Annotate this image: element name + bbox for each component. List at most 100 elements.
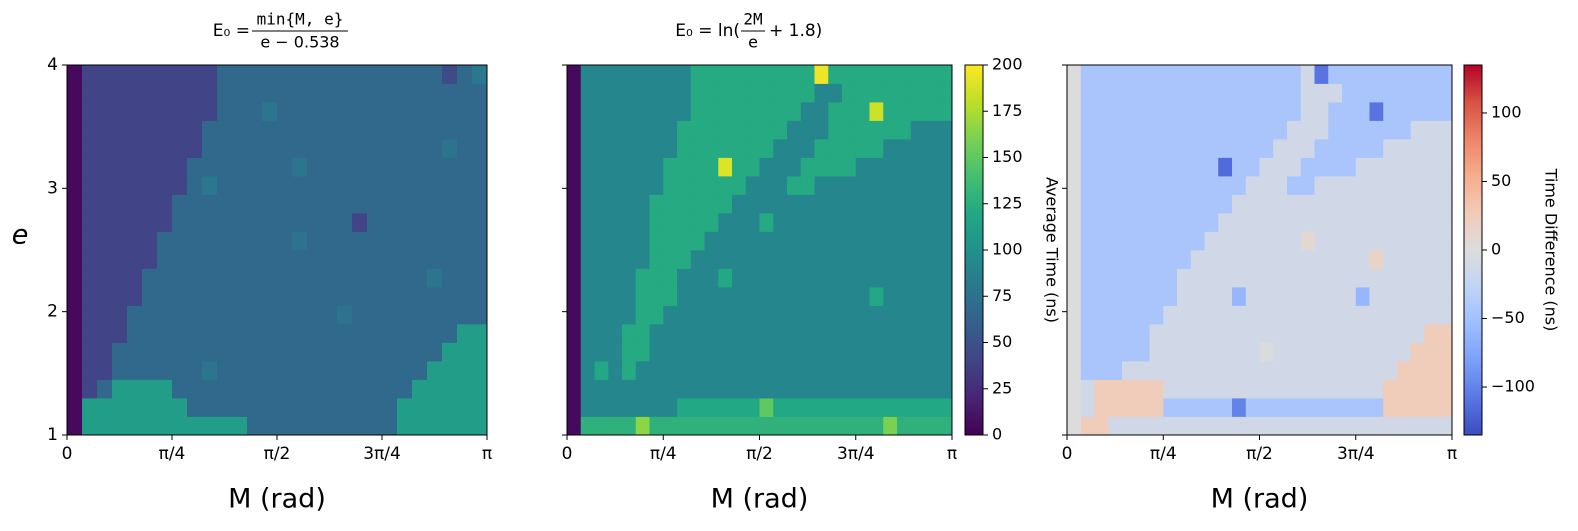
heatmap-cell <box>608 83 623 103</box>
heatmap-cell <box>472 83 488 103</box>
heatmap-cell <box>938 194 953 214</box>
heatmap-cell <box>924 379 939 399</box>
heatmap-cell <box>855 176 870 195</box>
heatmap-cell <box>337 139 353 158</box>
heatmap-cell <box>1369 416 1384 436</box>
heatmap-cell <box>412 379 428 399</box>
heatmap-cell <box>1342 139 1357 158</box>
heatmap-cell <box>187 231 203 251</box>
heatmap-cell <box>1135 342 1150 362</box>
heatmap-cell <box>172 305 188 325</box>
heatmap-cell <box>1080 176 1095 195</box>
heatmap-cell <box>704 120 719 140</box>
heatmap-cell <box>1122 139 1137 158</box>
heatmap-cell <box>718 287 733 306</box>
heatmap-cell <box>828 250 843 269</box>
heatmap-cell <box>1177 194 1192 214</box>
heatmap-cell <box>472 120 488 140</box>
heatmap-cell <box>1245 287 1260 306</box>
heatmap-cell <box>1204 213 1219 232</box>
heatmap-cell <box>382 83 398 103</box>
heatmap-cell <box>142 213 158 232</box>
heatmap-cell <box>367 342 383 362</box>
heatmap-cell <box>217 398 233 417</box>
heatmap-cell <box>127 250 143 269</box>
heatmap-cell <box>897 287 912 306</box>
heatmap-cell <box>718 398 733 417</box>
heatmap-cell <box>1355 361 1370 380</box>
heatmap-cell <box>1287 250 1302 269</box>
heatmap-cell <box>704 139 719 158</box>
heatmap-cell <box>202 83 218 103</box>
heatmap-cell <box>1438 250 1453 269</box>
heatmap-cell <box>745 250 760 269</box>
heatmap-cell <box>869 213 884 232</box>
heatmap-cell <box>883 416 898 436</box>
heatmap-cell <box>580 102 595 121</box>
heatmap-cell <box>202 268 218 288</box>
heatmap-cell <box>1369 398 1384 417</box>
heatmap-cell <box>1300 416 1315 436</box>
heatmap-cell <box>745 102 760 121</box>
heatmap-cell <box>718 102 733 121</box>
heatmap-cell <box>1232 305 1247 325</box>
heatmap-cell <box>1300 287 1315 306</box>
heatmap-cell <box>1397 250 1412 269</box>
heatmap-cell <box>1245 120 1260 140</box>
heatmap-cell <box>1369 268 1384 288</box>
heatmap-cell <box>187 102 203 121</box>
heatmap-cell <box>1259 65 1274 84</box>
heatmap-cell <box>677 213 692 232</box>
heatmap-cell <box>910 250 925 269</box>
heatmap-cell <box>202 250 218 269</box>
heatmap-cell <box>1314 342 1329 362</box>
heatmap-cell <box>292 379 308 399</box>
heatmap-cell <box>635 305 650 325</box>
heatmap-cell <box>97 194 113 214</box>
heatmap-cell <box>938 120 953 140</box>
heatmap-cell <box>397 416 413 436</box>
heatmap-cell <box>649 176 664 195</box>
heatmap-cell <box>1273 120 1288 140</box>
heatmap-cell <box>397 305 413 325</box>
heatmap-cell <box>1424 342 1439 362</box>
heatmap-cell <box>1314 65 1329 84</box>
heatmap-cell <box>112 268 128 288</box>
heatmap-cell <box>1273 305 1288 325</box>
heatmap-cell <box>1287 194 1302 214</box>
heatmap-cell <box>1397 287 1412 306</box>
heatmap-cell <box>262 83 278 103</box>
heatmap-cell <box>1190 231 1205 251</box>
heatmap-cell <box>232 416 248 436</box>
heatmap-cell <box>472 305 488 325</box>
heatmap-cell <box>938 305 953 325</box>
heatmap-cell <box>127 379 143 399</box>
heatmap-cell <box>1300 361 1315 380</box>
heatmap-cell <box>745 65 760 84</box>
heatmap-cell <box>1342 268 1357 288</box>
heatmap-cell <box>322 213 338 232</box>
heatmap-cell <box>157 194 173 214</box>
heatmap-cell <box>397 176 413 195</box>
heatmap-cell <box>472 398 488 417</box>
heatmap-cell <box>1232 176 1247 195</box>
heatmap-cell <box>773 176 788 195</box>
title-numerator: min{M, e} <box>257 10 344 29</box>
heatmap-cell <box>1328 342 1343 362</box>
heatmap-cell <box>337 120 353 140</box>
heatmap-cell <box>594 102 609 121</box>
heatmap-cell <box>232 120 248 140</box>
heatmap-cell <box>649 213 664 232</box>
heatmap-cell <box>412 139 428 158</box>
heatmap-cell <box>1287 305 1302 325</box>
heatmap-cell <box>157 361 173 380</box>
heatmap-cell <box>663 342 678 362</box>
heatmap-cell <box>580 83 595 103</box>
heatmap-cell <box>67 250 83 269</box>
heatmap-cell <box>1232 398 1247 417</box>
heatmap-cell <box>337 83 353 103</box>
heatmap-cell <box>828 379 843 399</box>
heatmap-cell <box>635 361 650 380</box>
heatmap-cell <box>157 305 173 325</box>
heatmap-cell <box>1135 83 1150 103</box>
